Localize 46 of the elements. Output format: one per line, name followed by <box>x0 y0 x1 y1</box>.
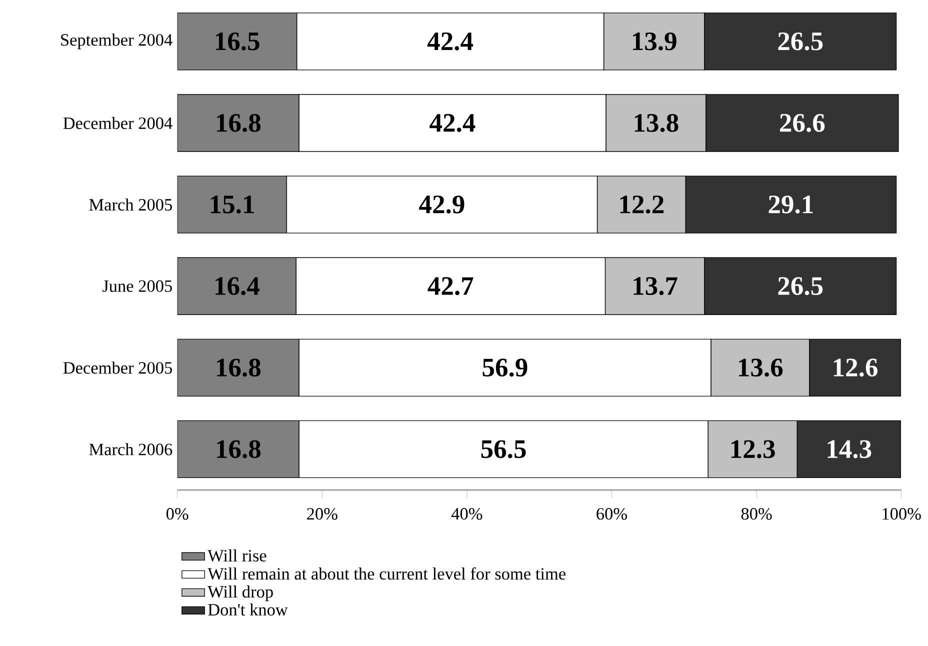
y-tick-label: June 2005 <box>102 280 172 292</box>
y-tick-label: December 2004 <box>63 116 172 130</box>
data-label: 42.7 <box>428 277 474 296</box>
data-label: 13.6 <box>739 358 783 377</box>
data-label: 16.5 <box>216 32 260 50</box>
data-label: 16.8 <box>217 440 261 458</box>
data-label: 16.4 <box>216 277 260 296</box>
data-label: 26.5 <box>778 277 823 296</box>
bar <box>177 257 296 315</box>
bar <box>177 420 300 478</box>
x-tick-label: 60% <box>596 508 627 520</box>
data-label: 14.3 <box>828 440 872 458</box>
bar <box>177 338 300 396</box>
data-label: 13.9 <box>632 32 676 50</box>
x-tick-label: 100% <box>882 508 921 520</box>
bar <box>177 94 300 152</box>
y-tick-label: March 2005 <box>89 198 172 211</box>
legend-label: Don't know <box>208 603 288 616</box>
x-tick-label: 20% <box>307 508 338 520</box>
y-tick-label: December 2005 <box>63 362 172 374</box>
x-tick-label: 80% <box>741 508 772 520</box>
y-tick-label: March 2006 <box>89 443 172 456</box>
data-label: 42.4 <box>427 32 474 50</box>
data-label: 13.8 <box>634 114 678 132</box>
bar <box>177 12 298 70</box>
data-label: 15.1 <box>210 196 254 214</box>
data-label: 26.6 <box>780 114 825 132</box>
data-label: 29.1 <box>768 196 813 214</box>
data-label: 26.5 <box>778 32 823 50</box>
data-label: 56.9 <box>482 358 528 377</box>
data-label: 13.7 <box>634 277 678 296</box>
data-label: 16.8 <box>217 114 261 132</box>
data-label: 16.8 <box>217 358 261 377</box>
legend-label: Will drop <box>208 585 273 602</box>
data-label: 56.5 <box>481 440 526 458</box>
legend-label: Will rise <box>208 549 266 562</box>
data-label: 12.2 <box>620 196 664 214</box>
data-label: 12.6 <box>834 358 878 377</box>
data-label: 42.9 <box>419 196 464 214</box>
x-tick-label: 0% <box>166 508 188 520</box>
bar <box>177 176 287 234</box>
x-tick-label: 40% <box>451 508 482 520</box>
legend-label: Will remain at about the current level for some time <box>208 567 566 580</box>
data-label: 12.3 <box>731 440 775 458</box>
data-label: 42.4 <box>430 114 476 132</box>
y-tick-label: September 2004 <box>61 34 172 50</box>
